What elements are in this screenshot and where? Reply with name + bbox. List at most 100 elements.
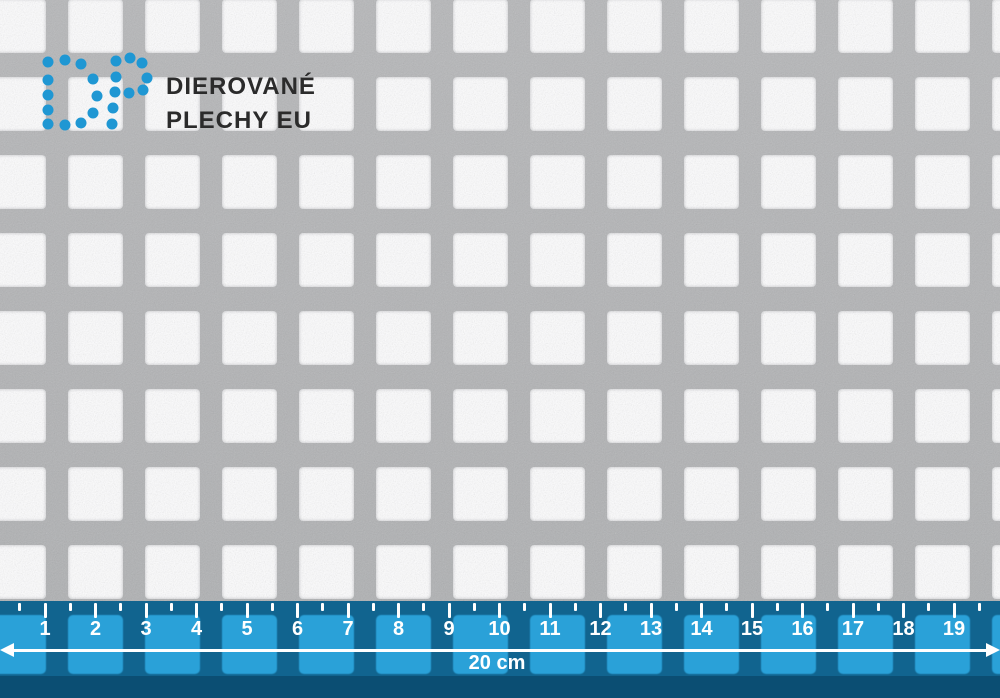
ruler-tick-long <box>397 603 400 618</box>
perforation-hole <box>838 467 893 521</box>
perforation-hole <box>838 311 893 365</box>
ruler-number: 14 <box>690 618 713 640</box>
ruler-hole-square <box>761 615 816 674</box>
ruler-tick-short <box>220 603 224 611</box>
ruler-tick-short <box>927 603 931 611</box>
ruler-tick-long <box>296 603 299 618</box>
perforation-hole <box>992 389 1000 443</box>
perforation-hole <box>299 545 354 599</box>
ruler-hole-square <box>453 615 508 674</box>
perforation-hole <box>684 311 739 365</box>
ruler-hole-square <box>376 615 431 674</box>
perforation-hole <box>222 155 277 209</box>
perforation-hole <box>684 389 739 443</box>
measure-arrow-line <box>11 649 989 652</box>
ruler-tick-short <box>18 603 22 611</box>
perforation-hole <box>222 233 277 287</box>
perforation-hole <box>915 389 970 443</box>
ruler-number: 12 <box>589 618 612 640</box>
ruler-tick-short <box>321 603 325 611</box>
ruler-hole-square <box>607 615 662 674</box>
ruler-tick-long <box>952 603 956 618</box>
ruler-number: 19 <box>942 618 966 640</box>
ruler-tick-long <box>801 603 804 618</box>
perforation-hole <box>453 77 508 131</box>
perforation-hole <box>838 77 893 131</box>
ruler-tick-short <box>674 603 678 611</box>
perforation-hole <box>607 155 662 209</box>
perforation-hole <box>684 77 739 131</box>
perforation-hole <box>299 77 354 131</box>
perforation-hole <box>761 233 816 287</box>
perforation-hole <box>761 389 816 443</box>
perforation-hole <box>992 77 1000 131</box>
ruler-number: 10 <box>488 618 511 640</box>
perforation-hole <box>915 77 970 131</box>
perforation-hole <box>68 0 123 53</box>
perforation-hole <box>992 545 1000 599</box>
perforation-hole <box>68 233 123 287</box>
arrow-left-icon <box>0 643 14 657</box>
perforation-hole <box>299 389 354 443</box>
perforation-hole <box>68 545 123 599</box>
perforation-hole <box>68 389 123 443</box>
ruler-number: 17 <box>841 618 865 640</box>
perforation-hole <box>376 0 431 53</box>
perforation-hole <box>453 467 508 521</box>
perforation-hole <box>761 155 816 209</box>
perforation-hole <box>376 467 431 521</box>
perforation-hole <box>761 545 816 599</box>
perforation-hole <box>992 233 1000 287</box>
perforation-hole <box>684 155 739 209</box>
perforation-hole <box>299 233 354 287</box>
ruler-tick-short <box>775 603 779 611</box>
perforation-hole <box>915 233 970 287</box>
ruler-bottom-strip <box>0 676 1000 698</box>
perforation-hole <box>838 545 893 599</box>
ruler-hole-square <box>530 615 585 674</box>
ruler-tick-long <box>750 603 754 618</box>
perforation-hole <box>145 77 200 131</box>
ruler-tick-short <box>876 603 880 611</box>
perforation-hole <box>684 0 739 53</box>
perforation-hole <box>376 233 431 287</box>
ruler-number: 6 <box>291 618 304 640</box>
perforation-hole <box>992 311 1000 365</box>
perforation-hole <box>530 233 585 287</box>
perforation-hole <box>607 311 662 365</box>
ruler-tick-long <box>851 603 855 618</box>
perforation-hole <box>68 311 123 365</box>
perforation-hole <box>0 389 46 443</box>
perforation-hole <box>530 467 585 521</box>
perforation-hole <box>222 0 277 53</box>
perforation-hole <box>145 389 200 443</box>
perforation-hole <box>68 467 123 521</box>
perforation-hole <box>607 545 662 599</box>
ruler-number: 1 <box>39 618 51 640</box>
ruler-tick-short <box>977 603 981 611</box>
ruler-tick-short <box>371 603 375 611</box>
ruler-tick-long <box>43 603 47 618</box>
ruler-tick-long <box>144 603 148 618</box>
ruler-number: 15 <box>740 618 764 640</box>
perforation-hole <box>0 545 46 599</box>
perforation-hole <box>684 233 739 287</box>
perforation-hole <box>761 0 816 53</box>
perforation-hole <box>0 0 46 53</box>
ruler-number: 7 <box>342 618 354 640</box>
perforation-hole <box>761 77 816 131</box>
perforation-hole <box>453 389 508 443</box>
ruler-tick-long <box>447 603 451 618</box>
perforation-hole <box>992 0 1000 53</box>
perforation-hole <box>0 77 46 131</box>
ruler-tick-long <box>599 603 602 618</box>
ruler-tick-short <box>826 603 830 611</box>
perforation-hole <box>453 0 508 53</box>
perforation-hole <box>915 311 970 365</box>
ruler-tick-short <box>472 603 476 611</box>
ruler-tick-short <box>169 603 173 611</box>
ruler-tick-long <box>245 603 249 618</box>
perforation-hole <box>530 155 585 209</box>
